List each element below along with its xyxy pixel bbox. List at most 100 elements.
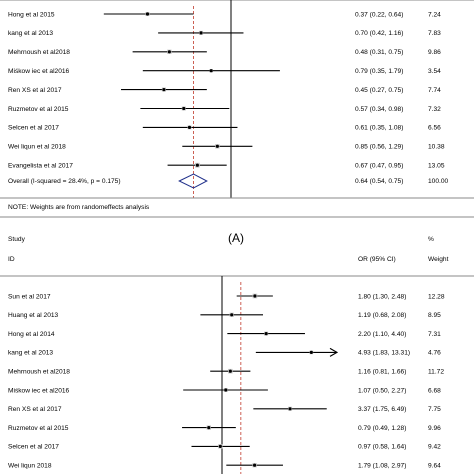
overall-diamond (178, 173, 208, 189)
weight-value: 9.86 (428, 49, 441, 56)
or-ci-text: 0.79 (0.49, 1.28) (358, 425, 406, 432)
study-label: kang et al 2013 (8, 30, 53, 37)
forest-plot-panel-b: Study ID OR (95% CI) % Weight Sun et al … (0, 236, 474, 474)
point-estimate-marker (195, 163, 199, 167)
study-row: Mehrnoush et al2018 0.48 (0.31, 0.75) 9.86 (8, 49, 441, 56)
point-estimate-marker (253, 463, 257, 467)
or-ci-text: 0.67 (0.47, 0.95) (355, 163, 403, 170)
or-ci-text: 4.93 (1.83, 13.31) (358, 350, 410, 357)
percent-header: % (428, 236, 434, 243)
point-estimate-marker (187, 125, 192, 129)
point-estimate-marker (162, 88, 166, 92)
point-estimate-marker (199, 31, 203, 35)
study-row: Hong et al 2015 0.37 (0.22, 0.64) 7.24 (8, 11, 441, 18)
point-estimate-marker (309, 350, 313, 354)
study-label: Hong et al 2014 (8, 331, 55, 338)
weights-note: NOTE: Weights are from randomeffects ana… (8, 204, 150, 211)
panel-a-rows: Hong et al 2015 0.37 (0.22, 0.64) 7.24 kang… (8, 11, 445, 169)
study-row: Miśkow iec et al2016 0.79 (0.35, 1.79) 3.5… (8, 68, 441, 75)
study-row: Wei liqun 2018 1.79 (1.08, 2.97) 9.64 (8, 463, 441, 470)
or-ci-text: 0.61 (0.35, 1.08) (355, 125, 403, 132)
study-row: Hong et al 2014 2.20 (1.10, 4.40) 7.31 (8, 331, 441, 338)
study-row: Ruzmetov et al 2015 0.79 (0.49, 1.28) 9.96 (8, 425, 441, 432)
point-estimate-marker (215, 144, 219, 148)
study-row: Huang et al 2013 1.19 (0.68, 2.08) 8.95 (8, 312, 441, 319)
study-row: Selcen et al 2017 0.61 (0.35, 1.08) 6.56 (8, 125, 441, 132)
weight-value: 11.72 (428, 369, 444, 376)
study-label: Mehrnoush et al2018 (8, 369, 70, 376)
study-label: Miśkow iec et al2016 (8, 387, 70, 394)
point-estimate-marker (209, 69, 213, 73)
weight-value: 9.96 (428, 425, 441, 432)
study-label: Wei liqun 2018 (8, 463, 52, 470)
study-row: kang et al 2013 4.93 (1.83, 13.31) 4.76 (8, 347, 441, 357)
point-estimate-marker (224, 388, 228, 392)
or-ci-text: 0.45 (0.27, 0.75) (355, 87, 403, 94)
weight-value: 7.31 (428, 331, 441, 338)
weight-value: 6.56 (428, 125, 441, 132)
point-estimate-marker (264, 332, 268, 336)
or-ci-text: 0.57 (0.34, 0.98) (355, 106, 403, 113)
study-label: Ren XS et al 2017 (8, 87, 62, 94)
or-ci-text: 1.19 (0.68, 2.08) (358, 312, 406, 319)
or-ci-header: OR (95% CI) (358, 256, 396, 263)
study-label: Huang et al 2013 (8, 312, 59, 319)
study-label: Ruzmetov et al 2015 (8, 425, 69, 432)
or-ci-text: 0.70 (0.42, 1.16) (355, 30, 403, 37)
study-row: Sun et al 2017 1.80 (1.30, 2.48) 12.28 (8, 293, 445, 300)
weight-value: 7.24 (428, 11, 441, 18)
study-label: kang et al 2013 (8, 350, 53, 357)
study-row: Miśkow iec et al2016 1.07 (0.50, 2.27) 6.6… (8, 387, 441, 394)
study-row: Ren XS et al 2017 3.37 (1.75, 6.49) 7.75 (8, 406, 441, 413)
id-header: ID (8, 256, 15, 263)
or-ci-text: 2.20 (1.10, 4.40) (358, 331, 406, 338)
study-row: kang et al 2013 0.70 (0.42, 1.16) 7.83 (8, 30, 441, 37)
or-ci-text: 1.80 (1.30, 2.48) (358, 293, 406, 300)
study-label: Ruzmetov et al 2015 (8, 106, 69, 113)
point-estimate-marker (288, 407, 292, 411)
or-ci-text: 0.79 (0.35, 1.79) (355, 68, 403, 75)
overall-ci-text: 0.64 (0.54, 0.75) (355, 178, 403, 185)
panel-b-rows: Sun et al 2017 1.80 (1.30, 2.48) 12.28 Huan… (8, 293, 445, 469)
study-row: Evangelista et al 2017 0.67 (0.47, 0.95) 1… (8, 163, 445, 170)
point-estimate-marker (207, 426, 211, 430)
or-ci-text: 1.07 (0.50, 2.27) (358, 387, 406, 394)
weight-value: 13.05 (428, 163, 445, 170)
weight-value: 6.68 (428, 387, 441, 394)
study-label: Sun et al 2017 (8, 293, 51, 300)
weight-value: 9.42 (428, 444, 441, 451)
point-estimate-marker (182, 106, 186, 111)
weight-header: Weight (428, 256, 449, 263)
or-ci-text: 1.16 (0.81, 1.66) (358, 369, 406, 376)
point-estimate-marker (167, 50, 171, 54)
weight-value: 7.74 (428, 87, 441, 94)
point-estimate-marker (253, 294, 257, 298)
point-estimate-marker (228, 369, 232, 373)
study-row: Ren XS et al 2017 0.45 (0.27, 0.75) 7.74 (8, 87, 441, 94)
or-ci-text: 3.37 (1.75, 6.49) (358, 406, 406, 413)
point-estimate-marker (230, 313, 234, 317)
weight-value: 9.64 (428, 463, 441, 470)
panel-caption-label: (A) (228, 231, 244, 245)
weight-value: 7.32 (428, 106, 441, 113)
study-label: Selcen et al 2017 (8, 125, 59, 132)
or-ci-text: 0.37 (0.22, 0.64) (355, 11, 403, 18)
study-row: Mehrnoush et al2018 1.16 (0.81, 1.66) 11.7… (8, 369, 444, 376)
point-estimate-marker (218, 444, 222, 448)
study-row: Selcen et al 2017 0.97 (0.58, 1.64) 9.42 (8, 444, 441, 451)
or-ci-text: 1.79 (1.08, 2.97) (358, 463, 406, 470)
weight-value: 4.76 (428, 350, 441, 357)
point-estimate-marker (145, 12, 150, 16)
weight-value: 12.28 (428, 293, 445, 300)
weight-value: 7.75 (428, 406, 441, 413)
overall-weight: 100.00 (428, 178, 449, 185)
weight-value: 7.83 (428, 30, 441, 37)
study-label: Wei liqun et al 2018 (8, 144, 66, 151)
study-header: Study (8, 236, 26, 243)
study-label: Miśkow iec et al2016 (8, 68, 70, 75)
study-label: Hong et al 2015 (8, 11, 55, 18)
overall-label: Overall (I-squared = 28.4%, p = 0.175) (8, 178, 121, 185)
study-label: Selcen et al 2017 (8, 444, 59, 451)
study-label: Ren XS et al 2017 (8, 406, 62, 413)
